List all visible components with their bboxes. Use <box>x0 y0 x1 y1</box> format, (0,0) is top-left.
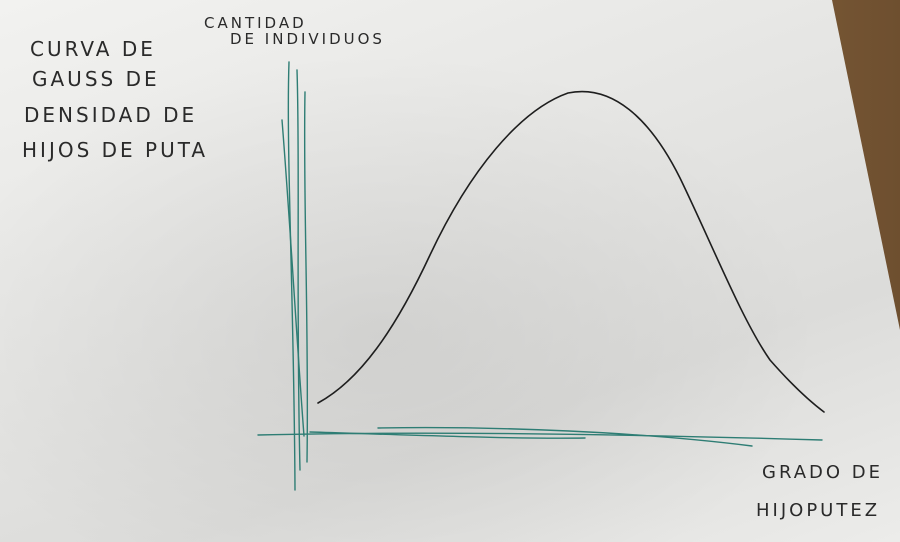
x-axis-stroke <box>309 431 586 439</box>
x-axis-stroke <box>257 432 823 441</box>
gauss-curve <box>317 90 825 413</box>
x-axis-label-line: GRADO DE <box>762 462 883 483</box>
chart-title: CURVA DE GAUSS DE DENSIDAD DE HIJOS DE P… <box>22 37 208 162</box>
title-line: DENSIDAD DE <box>24 103 197 127</box>
y-axis-label-line: CANTIDAD <box>204 14 307 32</box>
y-axis-label-line: DE INDIVIDUOS <box>230 30 385 48</box>
y-axis-stroke <box>303 91 309 463</box>
y-axis-stroke <box>296 69 301 471</box>
x-axis-label: GRADO DE HIJOPUTEZ <box>756 462 883 521</box>
y-axis <box>281 61 309 491</box>
title-line: GAUSS DE <box>32 67 160 91</box>
y-axis-label: CANTIDAD DE INDIVIDUOS <box>204 14 385 48</box>
title-line: CURVA DE <box>30 37 156 61</box>
title-line: HIJOS DE PUTA <box>22 138 208 162</box>
y-axis-stroke <box>281 119 305 437</box>
x-axis <box>257 426 823 447</box>
x-axis-stroke <box>377 426 753 447</box>
y-axis-stroke <box>287 61 296 491</box>
x-axis-label-line: HIJOPUTEZ <box>756 500 880 521</box>
